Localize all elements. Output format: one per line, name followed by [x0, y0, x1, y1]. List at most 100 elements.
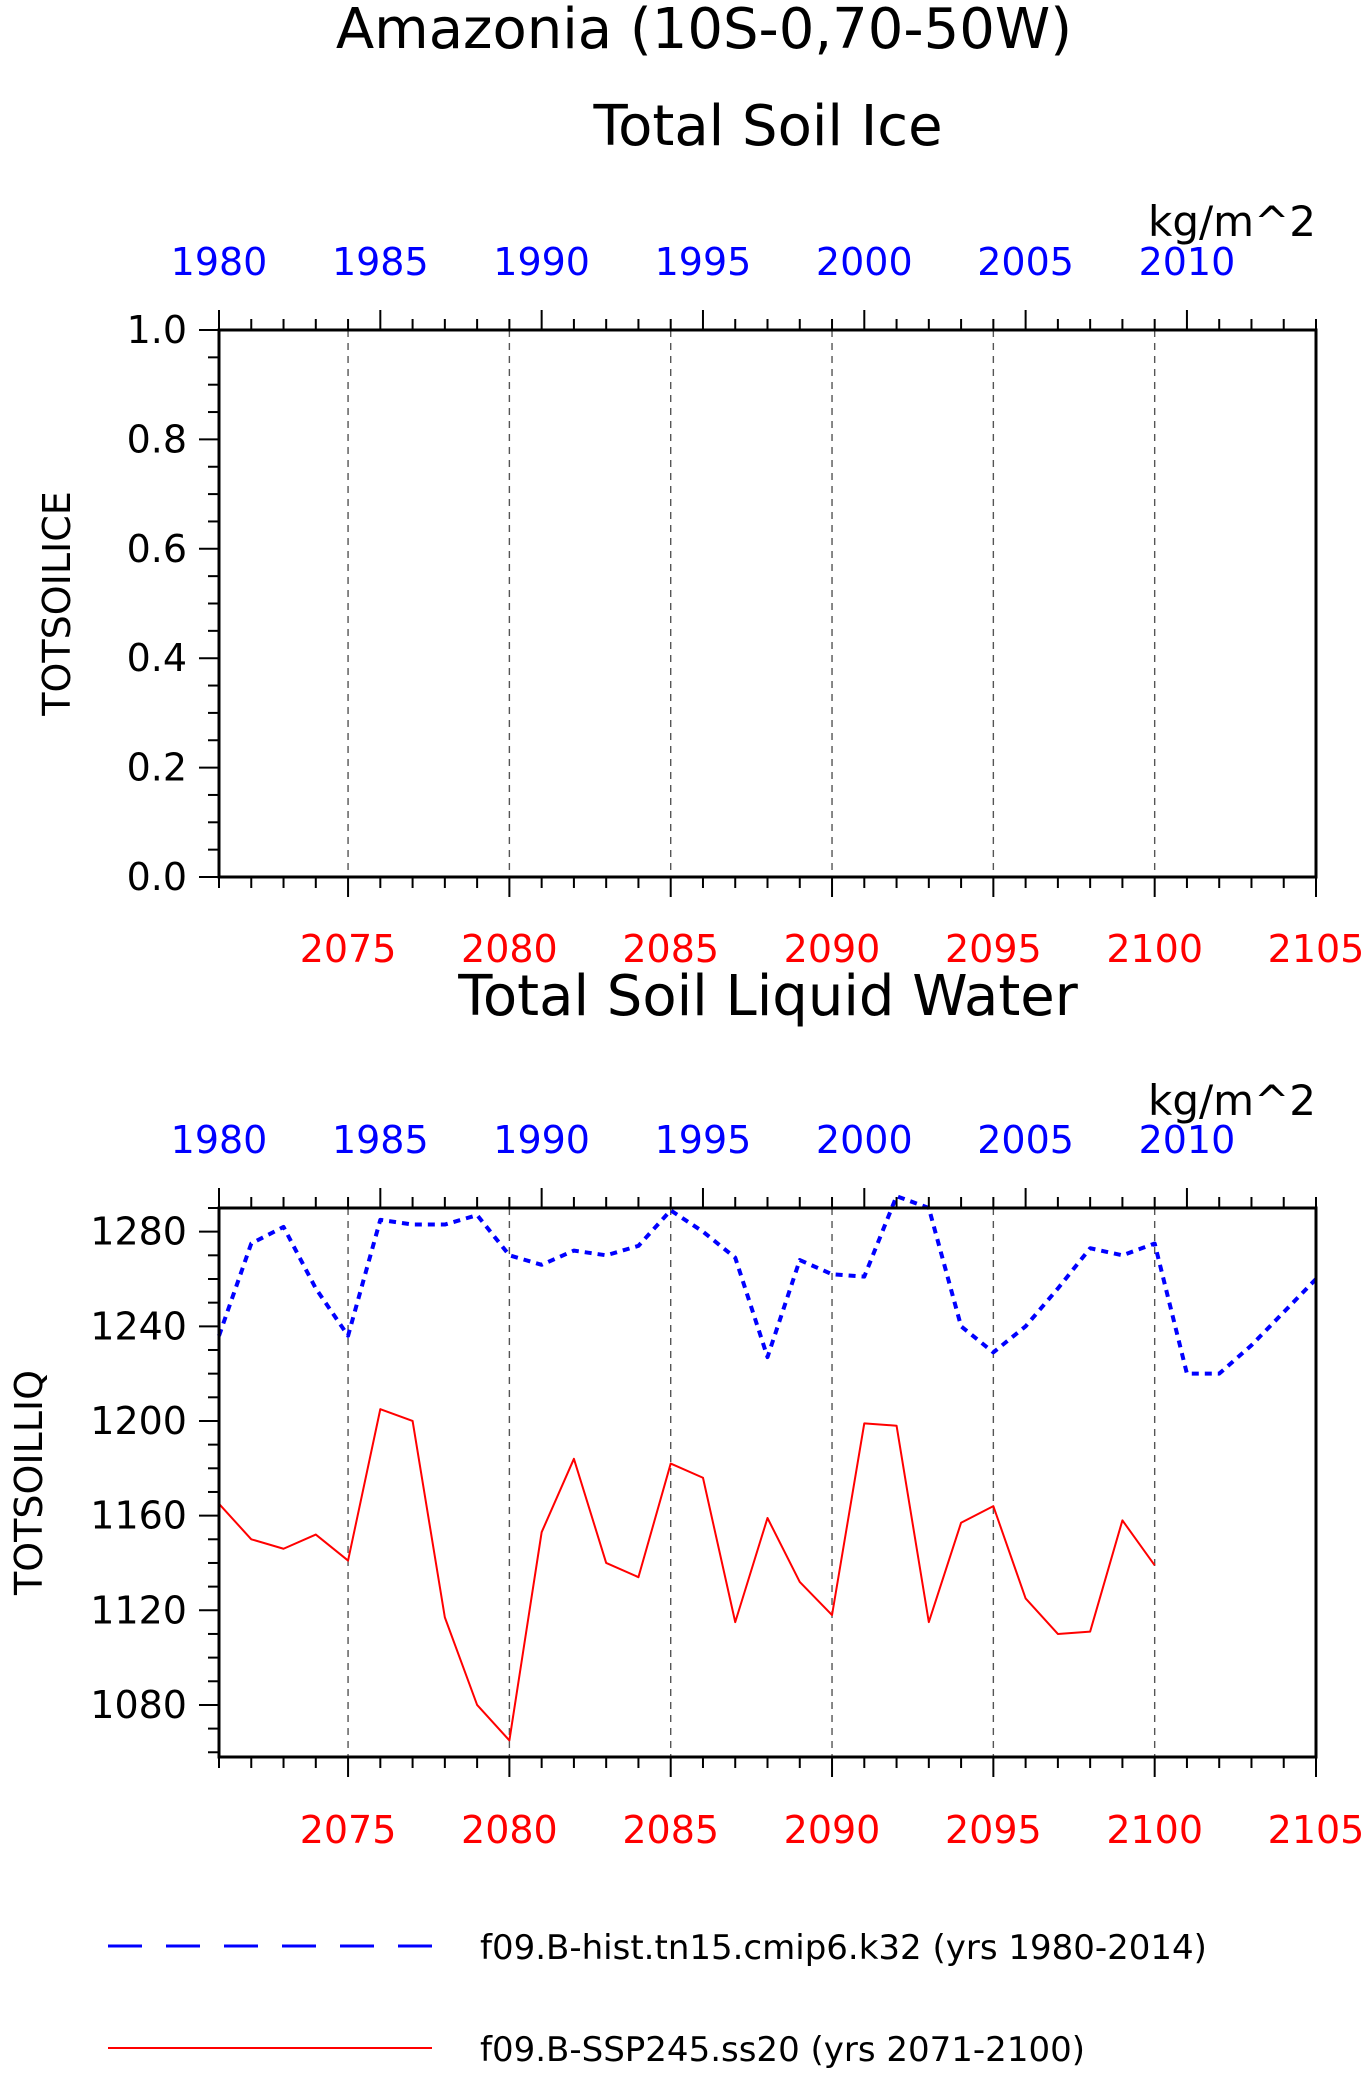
hist-point	[346, 1334, 350, 1338]
ssp-point	[895, 1424, 899, 1428]
y-tick-label: 0.0	[127, 855, 187, 899]
bottom-tick-label: 2085	[622, 927, 719, 971]
hist-point	[798, 1258, 802, 1262]
hist-point	[733, 1256, 737, 1260]
y-tick-label: 1080	[90, 1683, 187, 1727]
ssp-point	[862, 1421, 866, 1425]
panel-title: Total Soil Ice	[592, 94, 942, 159]
ssp-point	[475, 1703, 479, 1707]
ssp-point	[1024, 1596, 1028, 1600]
bottom-tick-label: 2105	[1268, 1808, 1365, 1852]
ssp-point	[540, 1530, 544, 1534]
ssp-point	[701, 1476, 705, 1480]
ssp-point	[411, 1419, 415, 1423]
hist-point	[604, 1253, 608, 1257]
ssp-point	[572, 1457, 576, 1461]
figure-title: Amazonia (10S-0,70-50W)	[336, 0, 1072, 62]
bottom-tick-label: 2075	[300, 1808, 397, 1852]
hist-point	[636, 1244, 640, 1248]
y-axis-label: TOTSOILICE	[35, 491, 79, 717]
hist-point	[1185, 1372, 1189, 1376]
chart-panel-2: Total Soil Liquid Water kg/m^2 TOTSOILLIQ 2…	[7, 964, 1364, 1852]
hist-point	[411, 1223, 415, 1227]
y-tick-label: 0.4	[127, 636, 187, 680]
top-tick-label: 2005	[977, 240, 1074, 284]
y-tick-label: 0.2	[127, 746, 187, 790]
y-tick-label: 1120	[90, 1588, 187, 1632]
ssp-point	[314, 1533, 318, 1537]
hist-point	[1249, 1343, 1253, 1347]
hist-point	[572, 1249, 576, 1253]
legend-hist-label: f09.B-hist.tn15.cmip6.k32 (yrs 1980-2014…	[480, 1928, 1207, 1968]
hist-series-line	[217, 1194, 1318, 1376]
y-tick-label: 0.8	[127, 417, 187, 461]
top-tick-label: 1995	[655, 240, 752, 284]
top-tick-label: 1995	[655, 1118, 752, 1162]
bottom-tick-label: 2100	[1106, 927, 1203, 971]
ssp-point	[636, 1575, 640, 1579]
units-label: kg/m^2	[1148, 1076, 1316, 1125]
hist-point	[1024, 1324, 1028, 1328]
y-tick-label: 1280	[90, 1210, 187, 1254]
ssp-point	[443, 1615, 447, 1619]
hist-point	[1056, 1286, 1060, 1290]
ssp-point	[1153, 1563, 1157, 1567]
y-tick-label: 1.0	[127, 308, 187, 352]
ssp-point	[249, 1537, 253, 1541]
hist-point	[1088, 1246, 1092, 1250]
bottom-tick-label: 2080	[461, 927, 558, 971]
hist-point	[701, 1230, 705, 1234]
legend: f09.B-hist.tn15.cmip6.k32 (yrs 1980-2014…	[108, 1928, 1207, 2070]
top-tick-label: 1985	[332, 240, 429, 284]
ssp-point	[507, 1738, 511, 1742]
hist-point	[862, 1275, 866, 1279]
bottom-tick-label: 2080	[461, 1808, 558, 1852]
ssp-point	[282, 1547, 286, 1551]
top-tick-label: 2000	[816, 240, 913, 284]
ssp-point	[959, 1521, 963, 1525]
top-tick-label: 1990	[493, 240, 590, 284]
legend-ssp-label: f09.B-SSP245.ss20 (yrs 2071-2100)	[480, 2030, 1085, 2070]
y-tick-label: 1200	[90, 1399, 187, 1443]
hist-point	[314, 1286, 318, 1290]
y-tick-label: 1160	[90, 1494, 187, 1538]
hist-point	[540, 1263, 544, 1267]
y-tick-label: 0.6	[127, 527, 187, 571]
top-tick-label: 2010	[1139, 240, 1236, 284]
ssp-point	[604, 1561, 608, 1565]
hist-point	[1120, 1253, 1124, 1257]
ssp-point	[830, 1613, 834, 1617]
bottom-tick-label: 2095	[945, 1808, 1042, 1852]
hist-point	[959, 1324, 963, 1328]
hist-point	[475, 1213, 479, 1217]
ssp-series-line	[218, 1408, 1156, 1742]
hist-point	[991, 1350, 995, 1354]
chart-panels: Total Soil Ice kg/m^2 TOTSOILICE 2075 2080 20…	[7, 94, 1364, 1852]
hist-point	[1153, 1242, 1157, 1246]
ssp-point	[346, 1559, 350, 1563]
ssp-point	[378, 1407, 382, 1411]
ssp-point	[669, 1462, 673, 1466]
y-axis-label: TOTSOILLIQ	[7, 1370, 51, 1596]
chart-panel-1: Total Soil Ice kg/m^2 TOTSOILICE 2075 2080 20…	[35, 94, 1364, 971]
ssp-point	[766, 1516, 770, 1520]
hist-point	[378, 1218, 382, 1222]
hist-point	[766, 1355, 770, 1359]
ssp-point	[1120, 1518, 1124, 1522]
hist-point	[249, 1242, 253, 1246]
top-tick-label: 2000	[816, 1118, 913, 1162]
top-tick-label: 1980	[171, 1118, 268, 1162]
top-tick-label: 1985	[332, 1118, 429, 1162]
ssp-point	[798, 1580, 802, 1584]
y-tick-label: 1240	[90, 1304, 187, 1348]
hist-point	[282, 1225, 286, 1229]
ssp-point	[991, 1504, 995, 1508]
bottom-tick-label: 2085	[622, 1808, 719, 1852]
top-tick-label: 1990	[493, 1118, 590, 1162]
ssp-point	[733, 1620, 737, 1624]
hist-point	[443, 1223, 447, 1227]
ssp-point	[1088, 1630, 1092, 1634]
bottom-tick-label: 2105	[1268, 927, 1365, 971]
hist-point	[1282, 1310, 1286, 1314]
